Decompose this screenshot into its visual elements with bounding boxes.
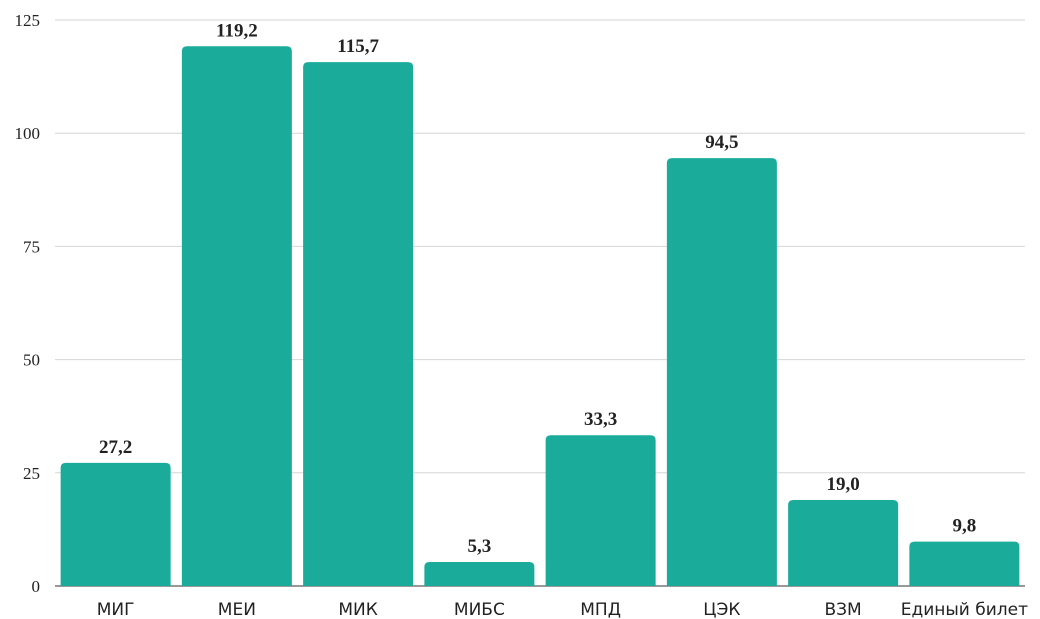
x-tick-label: МИБС — [454, 600, 505, 619]
x-tick-label: МЕИ — [218, 600, 256, 619]
bar — [909, 541, 1020, 586]
y-tick-label: 50 — [23, 351, 40, 370]
bar — [666, 158, 777, 586]
bar — [424, 562, 535, 586]
data-label: 9,8 — [953, 516, 977, 537]
data-labels: 27,2 119,2 115,7 5,3 33,3 94,5 19,0 9,8 — [99, 20, 976, 557]
data-label: 27,2 — [99, 437, 132, 458]
bar — [181, 46, 292, 587]
data-label: 119,2 — [216, 20, 258, 41]
y-axis-ticks: 0 25 50 75 100 125 — [15, 11, 41, 596]
x-tick-label: МПД — [580, 600, 621, 619]
bar — [60, 462, 171, 586]
data-label: 33,3 — [584, 409, 617, 430]
data-label: 19,0 — [827, 474, 860, 495]
x-tick-label: МИК — [338, 600, 377, 619]
y-tick-label: 100 — [15, 124, 41, 143]
y-tick-label: 75 — [23, 237, 40, 256]
data-label: 115,7 — [337, 36, 379, 57]
y-tick-label: 25 — [23, 464, 40, 483]
data-label: 5,3 — [468, 536, 492, 557]
x-axis-ticks: МИГ МЕИ МИК МИБС МПД ЦЭК ВЗМ Единый билет — [97, 600, 1028, 619]
bar — [545, 435, 656, 586]
y-tick-label: 125 — [15, 11, 41, 30]
data-label: 94,5 — [705, 132, 738, 153]
bars — [60, 46, 1020, 587]
x-tick-label: Единый билет — [901, 600, 1028, 619]
bar — [788, 499, 899, 586]
y-tick-label: 0 — [32, 577, 41, 596]
bar — [303, 62, 414, 586]
x-tick-label: ВЗМ — [825, 600, 862, 619]
x-tick-label: МИГ — [97, 600, 135, 619]
x-tick-label: ЦЭК — [703, 600, 740, 619]
